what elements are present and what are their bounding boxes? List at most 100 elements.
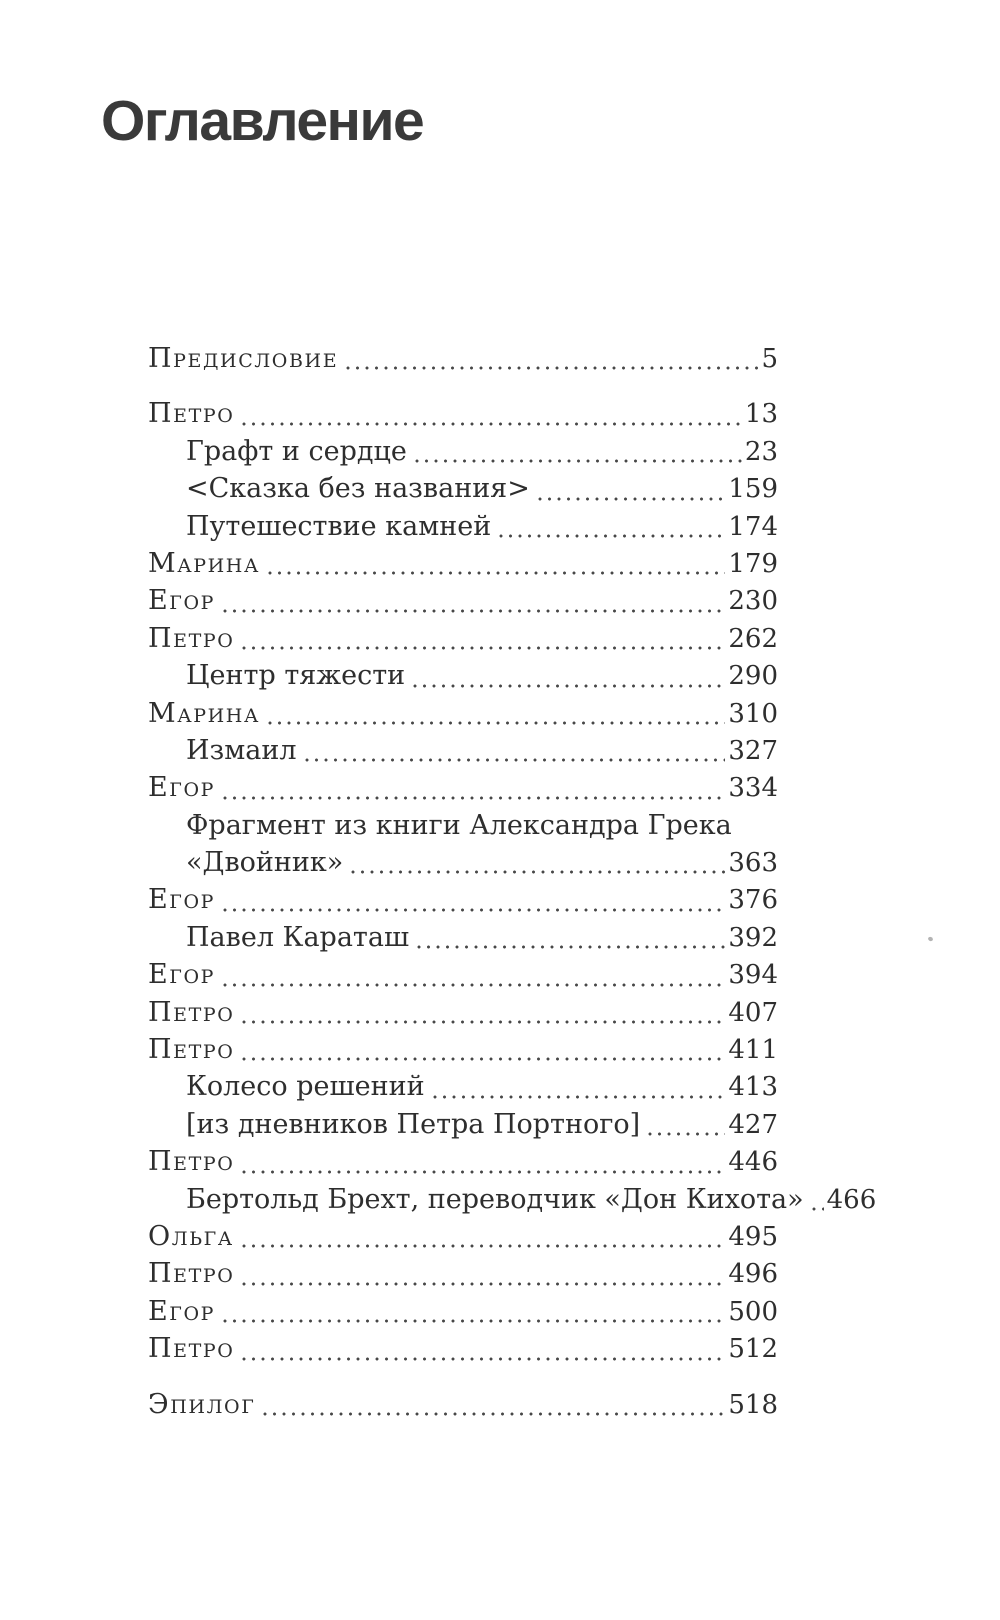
dot-leader	[267, 571, 726, 576]
toc-entry-label: Предисловие	[148, 343, 339, 374]
toc-entry-label: Егор	[148, 585, 216, 617]
toc-entry: Эпилог 518	[148, 1386, 778, 1423]
dot-leader	[263, 1411, 726, 1416]
toc-entry-label: Петро	[148, 1333, 235, 1365]
toc-entry-label: Эпилог	[148, 1388, 256, 1420]
toc-entry: Ольга 495	[148, 1218, 778, 1255]
toc-entry-label: Егор	[148, 884, 216, 916]
toc-entry-page: 376	[728, 885, 778, 916]
toc-entry-label: Петро	[148, 398, 235, 430]
dot-leader	[242, 1057, 726, 1062]
toc-entry-label: Графт и сердце	[186, 435, 407, 467]
toc-entry-label: Петро	[148, 1258, 235, 1290]
toc-entry-label: Фрагмент из книги Александра Грека	[186, 809, 732, 841]
toc-entry-page: 363	[728, 848, 778, 879]
dot-leader	[223, 982, 726, 987]
dot-leader	[304, 758, 726, 763]
toc-entry: Егор 394	[148, 956, 778, 993]
toc-entry-label: Павел Караташ	[186, 921, 410, 953]
scan-speck	[927, 936, 934, 942]
toc-entry: «Двойник» 363	[148, 844, 778, 881]
toc-entry: Петро 496	[148, 1255, 778, 1292]
dot-leader	[242, 646, 726, 651]
dot-leader	[241, 1244, 726, 1249]
toc-entry: Петро 13	[148, 395, 778, 432]
dot-leader	[223, 907, 726, 912]
dot-leader	[242, 1281, 726, 1286]
dot-leader	[267, 720, 726, 725]
toc-entry-label: [из дневников Петра Портного]	[186, 1108, 641, 1140]
page-title: Оглавление	[101, 89, 425, 153]
toc-entry-page: 392	[728, 922, 778, 953]
table-of-contents: Предисловие 5 Петро 13 Графт и сердце 23…	[148, 340, 876, 1423]
toc-entry-page: 290	[728, 661, 778, 692]
dot-leader	[413, 683, 726, 688]
toc-entry: Бертольд Брехт, переводчик «Дон Кихота» …	[148, 1181, 876, 1218]
toc-entry-page: 13	[744, 399, 778, 430]
toc-entry: Петро 407	[148, 994, 778, 1031]
dot-leader	[223, 608, 726, 613]
dot-leader	[223, 795, 726, 800]
toc-entry: Петро 446	[148, 1143, 778, 1180]
toc-entry-page: 500	[728, 1296, 778, 1327]
dot-leader	[648, 1132, 726, 1137]
toc-entry-label: Марина	[148, 697, 260, 729]
toc-entry-page: 159	[728, 474, 778, 505]
toc-entry: Петро 411	[148, 1031, 778, 1068]
dot-leader	[499, 533, 726, 538]
toc-entry: Марина 310	[148, 695, 778, 732]
toc-entry-page: 179	[728, 548, 778, 579]
toc-entry-label: Бертольд Брехт, переводчик «Дон Кихота»	[186, 1183, 804, 1215]
toc-entry-label: Измаил	[186, 734, 297, 766]
toc-entry-page: 446	[728, 1147, 778, 1178]
toc-entry-label: «Двойник»	[186, 847, 344, 879]
dot-leader	[417, 945, 726, 950]
toc-entry-page: 512	[728, 1334, 778, 1365]
toc-entry-label: Центр тяжести	[186, 660, 406, 692]
toc-entry-label: Путешествие камней	[186, 510, 492, 542]
toc-entry-page: 413	[728, 1072, 778, 1103]
toc-entry-label: Петро	[148, 1034, 235, 1066]
toc-entry-page: 5	[761, 344, 778, 374]
toc-entry: Измаил 327	[148, 732, 778, 769]
dot-leader	[242, 1020, 726, 1025]
dot-leader	[242, 1169, 726, 1174]
toc-entry-label: Марина	[148, 547, 260, 579]
toc-entry-page: 394	[728, 960, 778, 991]
toc-entry-label: Егор	[148, 772, 216, 804]
toc-entry: Центр тяжести 290	[148, 657, 778, 694]
toc-entry-page: 334	[728, 773, 778, 804]
toc-entry: Павел Караташ 392	[148, 919, 778, 956]
toc-entry: Графт и сердце 23	[148, 433, 778, 470]
toc-entry-page: 262	[728, 623, 778, 654]
dot-leader	[242, 1356, 726, 1361]
toc-entry: Петро 512	[148, 1330, 778, 1367]
toc-entry-page: 466	[826, 1184, 877, 1215]
dot-leader	[811, 1206, 824, 1211]
toc-entry-label: Петро	[148, 1146, 235, 1178]
toc-entry-page: 230	[728, 586, 778, 617]
toc-entry-page: 327	[728, 735, 778, 766]
toc-entry-label: Егор	[148, 959, 216, 991]
toc-entry-page: 310	[728, 698, 778, 729]
toc-entry-label: Петро	[148, 996, 235, 1028]
toc-entry: Фрагмент из книги Александра Грека	[148, 807, 778, 844]
dot-leader	[537, 496, 726, 501]
toc-entry-label: Петро	[148, 622, 235, 654]
dot-leader	[414, 459, 742, 464]
toc-entry: Егор 230	[148, 582, 778, 619]
toc-entry-page: 411	[728, 1035, 778, 1066]
dot-leader	[223, 1319, 726, 1324]
toc-entry-label: Ольга	[148, 1220, 234, 1252]
toc-entry-page: 174	[728, 511, 778, 542]
dot-leader	[346, 366, 759, 371]
toc-entry-label: Егор	[148, 1295, 216, 1327]
toc-entry: Колесо решений 413	[148, 1068, 778, 1105]
toc-entry: Предисловие 5	[148, 340, 778, 377]
toc-entry: Путешествие камней 174	[148, 508, 778, 545]
toc-entry-page: 518	[728, 1389, 778, 1420]
toc-entry: Егор 376	[148, 881, 778, 918]
toc-entry-page: 495	[728, 1221, 778, 1252]
toc-entry: <Сказка без названия> 159	[148, 470, 778, 507]
toc-entry-label: Колесо решений	[186, 1071, 425, 1103]
